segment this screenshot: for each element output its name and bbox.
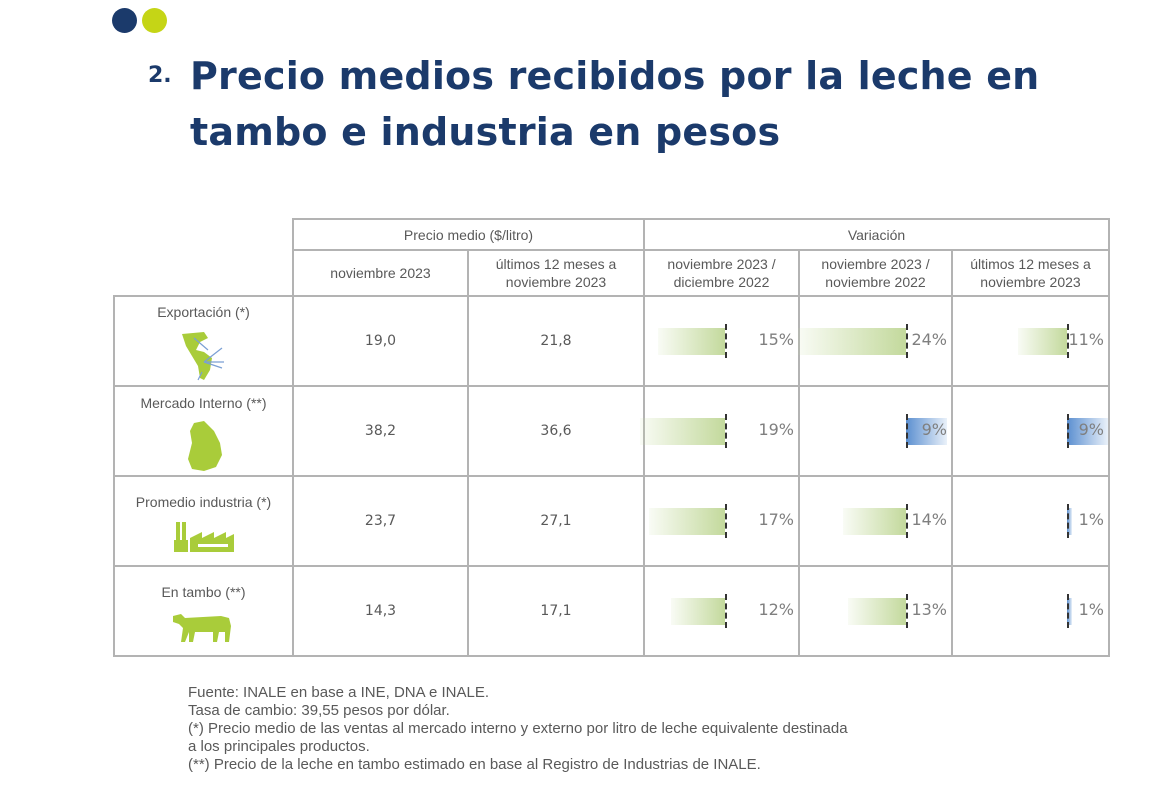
positive-variation-bar [1067, 508, 1072, 535]
row-label-cell: En tambo (**) [113, 565, 294, 657]
bar-axis-line [725, 594, 727, 628]
corner-blank [114, 219, 294, 297]
cow-icon [172, 614, 231, 642]
footnote-source: Fuente: INALE en base a INE, DNA e INALE… [188, 684, 489, 701]
positive-variation-bar [1067, 598, 1072, 625]
footnote-asterisk-cont: a los principales productos. [188, 738, 370, 755]
variation-label: 13% [911, 600, 947, 619]
table-row: Exportación (*) 19,0 21,8 15% 24% 11% [113, 295, 1110, 387]
price-month: 14,3 [292, 565, 469, 657]
negative-variation-bar [639, 418, 725, 445]
negative-variation-bar [1017, 328, 1067, 355]
variation-cell: 1% [951, 475, 1110, 567]
brand-dot-lime [142, 8, 167, 33]
variation-label: 1% [1078, 600, 1104, 619]
variation-cell: 14% [798, 475, 953, 567]
page-title: Precio medios recibidos por la leche en … [190, 54, 1040, 154]
variation-label: 24% [911, 330, 947, 349]
bar-axis-line [906, 504, 908, 538]
variation-cell: 1% [951, 565, 1110, 657]
price-month: 38,2 [292, 385, 469, 477]
footnote-asterisk: (*) Precio medio de las ventas al mercad… [188, 720, 848, 737]
footnote-exchange-rate: Tasa de cambio: 39,55 pesos por dólar. [188, 702, 450, 719]
column-header: noviembre 2023 / diciembre 2022 [643, 249, 800, 297]
footnotes: Fuente: INALE en base a INE, DNA e INALE… [188, 684, 848, 774]
variation-label: 1% [1078, 510, 1104, 529]
row-label: Mercado Interno (**) [140, 395, 267, 411]
column-header: últimos 12 meses a noviembre 2023 [951, 249, 1110, 297]
bar-axis-line [725, 414, 727, 448]
positive-variation-bar [1067, 418, 1108, 445]
price-12m: 17,1 [467, 565, 645, 657]
bar-axis-line [1067, 504, 1069, 538]
negative-variation-bar [847, 598, 906, 625]
table-row: En tambo (**) 14,3 17,1 12% 13% 1% [113, 565, 1110, 657]
price-month: 23,7 [292, 475, 469, 567]
variation-label: 11% [1068, 330, 1104, 349]
price-12m: 36,6 [467, 385, 645, 477]
variation-cell: 19% [639, 385, 800, 477]
brand-dot-blue [112, 8, 137, 33]
bar-axis-line [1067, 324, 1069, 358]
negative-variation-bar [843, 508, 906, 535]
bar-axis-line [1067, 414, 1069, 448]
variation-label: 17% [758, 510, 794, 529]
variation-cell: 11% [951, 295, 1110, 387]
uruguay-map-icon [187, 421, 222, 471]
variation-cell: 9% [798, 385, 953, 477]
bar-axis-line [906, 594, 908, 628]
latin-america-export-map-icon [181, 332, 224, 381]
variation-cell: 17% [643, 475, 800, 567]
price-month: 19,0 [292, 295, 469, 387]
table-row: Promedio industria (*) 23,7 27,1 17% 14%… [113, 475, 1110, 567]
row-label-cell: Promedio industria (*) [113, 475, 294, 567]
group-header-variation: Variación [643, 218, 1110, 251]
variation-label: 14% [911, 510, 947, 529]
bar-axis-line [725, 504, 727, 538]
column-header: noviembre 2023 [292, 249, 469, 297]
negative-variation-bar [798, 328, 906, 355]
variation-label: 9% [921, 420, 947, 439]
variation-label: 9% [1078, 420, 1104, 439]
column-header: últimos 12 meses a noviembre 2023 [467, 249, 645, 297]
variation-cell: 9% [951, 385, 1110, 477]
footnote-double-asterisk: (**) Precio de la leche en tambo estimad… [188, 756, 761, 773]
price-12m: 21,8 [467, 295, 645, 387]
price-12m: 27,1 [467, 475, 645, 567]
negative-variation-bar [648, 508, 725, 535]
bar-axis-line [1067, 594, 1069, 628]
section-number: 2. [148, 63, 172, 88]
variation-cell: 15% [643, 295, 800, 387]
column-header: noviembre 2023 / noviembre 2022 [798, 249, 953, 297]
variation-cell: 24% [798, 295, 953, 387]
positive-variation-bar [906, 418, 947, 445]
group-header-price: Precio medio ($/litro) [292, 218, 645, 251]
bar-axis-line [906, 324, 908, 358]
row-label-cell: Mercado Interno (**) [113, 385, 294, 477]
row-label-cell: Exportación (*) [113, 295, 294, 387]
table-row: Mercado Interno (**) 38,2 36,6 19% 9% 9% [113, 385, 1110, 477]
bar-axis-line [906, 414, 908, 448]
variation-label: 15% [758, 330, 794, 349]
variation-cell: 13% [798, 565, 953, 657]
row-label: Promedio industria (*) [135, 494, 272, 510]
row-label: Exportación (*) [157, 304, 250, 320]
price-table: Precio medio ($/litro) Variación noviemb… [113, 218, 1110, 657]
variation-label: 12% [758, 600, 794, 619]
variation-cell: 12% [643, 565, 800, 657]
negative-variation-bar [671, 598, 725, 625]
negative-variation-bar [657, 328, 725, 355]
row-label: En tambo (**) [161, 584, 246, 600]
factory-icon [173, 522, 234, 552]
variation-label: 19% [758, 420, 794, 439]
bar-axis-line [725, 324, 727, 358]
